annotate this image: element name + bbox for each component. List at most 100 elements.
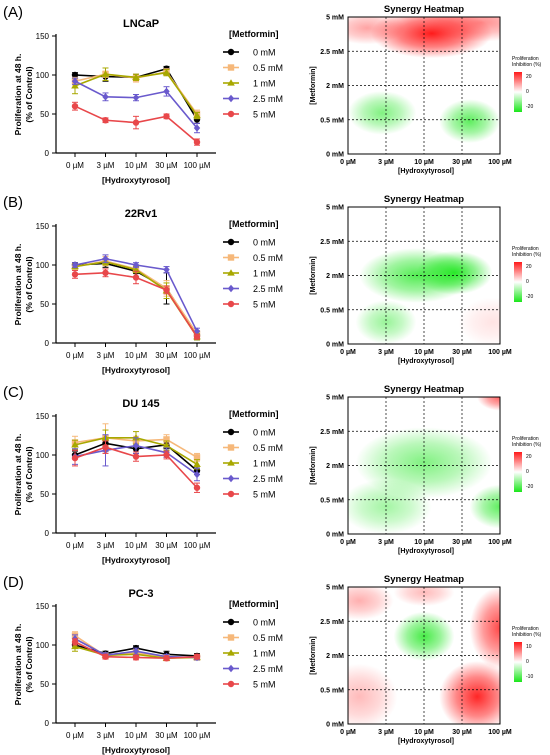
heatmap-x-tick-label: 0 µM: [340, 729, 356, 736]
heatmap-field: [348, 397, 500, 534]
synergy-heatmap: Synergy Heatmap 0 µM 3 µM 10 µM 30 µM 100 µM 0…: [310, 574, 542, 745]
legend-marker: [227, 94, 235, 103]
colorbar-tick-label: 0: [526, 659, 529, 665]
data-point: [193, 111, 201, 119]
y-tick-label: 0: [45, 529, 50, 538]
line-chart: LNCaP 0 50 100 150 0 µM 3 µM 10 µM 30 µM 100 µM [H…: [13, 18, 216, 185]
data-point: [101, 70, 110, 77]
synergy-heatmap: Synergy Heatmap 0 µM 3 µM 10 µM 30 µM 100 µM 0…: [310, 4, 542, 175]
x-tick-label: 0 µM: [66, 541, 84, 550]
colorbar-bar: [514, 72, 522, 112]
heatmap-y-tick-label: 2 mM: [326, 273, 344, 280]
x-tick-label: 0 µM: [66, 161, 84, 170]
heatmap-x-tick-label: 100 µM: [488, 729, 512, 736]
heatmap-blob: [469, 587, 500, 670]
data-point: [132, 73, 140, 80]
heatmap-x-tick-label: 30 µM: [452, 539, 472, 546]
y-tick-label: 100: [36, 261, 50, 270]
y-axis-label-line2: (% of Control): [24, 636, 34, 692]
y-tick-label: 150: [36, 412, 50, 421]
x-tick-label: 100 µM: [184, 541, 211, 550]
y-axis-label: Proliferation at 48 h.(% of Control): [13, 624, 34, 706]
legend-label: 0.5 mM: [253, 63, 283, 73]
legend-label: 5 mM: [253, 490, 276, 500]
x-tick-label: 10 µM: [125, 161, 148, 170]
data-point: [163, 436, 170, 443]
series-5-mM: [71, 101, 201, 146]
y-tick-label: 100: [36, 71, 50, 80]
series-2-5-mM: [71, 254, 201, 336]
data-point: [163, 286, 170, 294]
heatmap-x-axis-label: [Hydroxytyrosol]: [398, 548, 454, 555]
heatmap-x-tick-label: 30 µM: [452, 159, 472, 166]
heatmap-field: [348, 17, 500, 154]
legend-title: [Metformin]: [229, 599, 279, 609]
heatmap-y-tick-label: 2.5 mM: [320, 239, 344, 246]
panel-b: (B) 22Rv1 0 50 100 150 0 µM 3 µM 10 µM 30 µM 100 µ…: [3, 194, 542, 375]
y-axis-label-line2: (% of Control): [24, 256, 34, 312]
x-tick-label: 30 µM: [155, 731, 178, 740]
legend-marker: [227, 664, 235, 673]
y-tick-label: 0: [45, 339, 50, 348]
data-point: [193, 460, 201, 467]
colorbar-tick-label: -20: [526, 104, 533, 110]
colorbar: Proliferation Inhibition (%) 20 0 -20: [512, 436, 542, 492]
legend-label: 1 mM: [253, 459, 276, 469]
legend-marker: [227, 79, 235, 86]
y-axis-label-line1: Proliferation at 48 h.: [13, 624, 23, 706]
legend-marker: [227, 649, 235, 656]
y-tick-label: 100: [36, 641, 50, 650]
heatmap-title: Synergy Heatmap: [384, 4, 464, 15]
heatmap-x-tick-label: 100 µM: [488, 539, 512, 546]
legend-title: [Metformin]: [229, 29, 279, 39]
legend-marker: [227, 48, 235, 56]
data-point: [163, 451, 170, 459]
heatmap-y-tick-label: 5 mM: [326, 585, 344, 592]
x-axis-label: [Hydroxytyrosol]: [102, 555, 170, 565]
heatmap-x-tick-label: 10 µM: [414, 349, 434, 356]
data-point: [71, 642, 79, 650]
heatmap-frame: [347, 586, 501, 725]
data-point: [102, 254, 109, 263]
data-point: [102, 653, 109, 660]
x-tick-label: 0 µM: [66, 351, 84, 360]
colorbar-tick-label: -10: [526, 674, 533, 680]
heatmap-blob: [458, 297, 500, 344]
colorbar-label: Proliferation Inhibition (%): [512, 246, 542, 258]
x-tick-label: 3 µM: [97, 731, 115, 740]
data-point: [71, 71, 79, 79]
heatmap-y-tick-label: 2.5 mM: [320, 619, 344, 626]
data-point: [193, 470, 201, 479]
legend-label: 2.5 mM: [253, 94, 283, 104]
colorbar-bar: [514, 262, 522, 302]
series-2-5-mM: [71, 77, 201, 134]
data-point: [102, 93, 109, 101]
heatmap-y-tick-label: 5 mM: [326, 15, 344, 22]
heatmap-x-tick-label: 0 µM: [340, 159, 356, 166]
heatmap-blob: [439, 660, 500, 724]
x-tick-label: 100 µM: [184, 731, 211, 740]
data-point: [163, 113, 170, 120]
data-point: [193, 653, 201, 660]
heatmap-x-tick-label: 10 µM: [414, 539, 434, 546]
heatmap-blob: [355, 300, 417, 344]
data-point: [71, 103, 79, 110]
heatmap-x-tick-label: 3 µM: [378, 539, 394, 546]
heatmap-x-tick-label: 100 µM: [488, 159, 512, 166]
legend: [Metformin] 0 mM 0.5 mM 1 mM 2.5 mM 5 mM: [223, 29, 283, 120]
legend-marker: [227, 238, 235, 246]
legend-marker: [227, 490, 235, 498]
colorbar-tick-label: 0: [526, 279, 529, 285]
data-point: [102, 269, 109, 276]
legend-label: 5 mM: [253, 110, 276, 120]
colorbar-tick-label: 0: [526, 469, 529, 475]
colorbar-bar: [514, 642, 522, 682]
heatmap-x-tick-label: 0 µM: [340, 539, 356, 546]
y-tick-label: 50: [40, 300, 49, 309]
data-point: [132, 274, 140, 281]
x-tick-label: 30 µM: [155, 351, 178, 360]
y-tick-label: 50: [40, 680, 49, 689]
heatmap-x-tick-label: 30 µM: [452, 349, 472, 356]
legend-marker: [227, 428, 235, 436]
series-5-mM: [71, 440, 201, 493]
